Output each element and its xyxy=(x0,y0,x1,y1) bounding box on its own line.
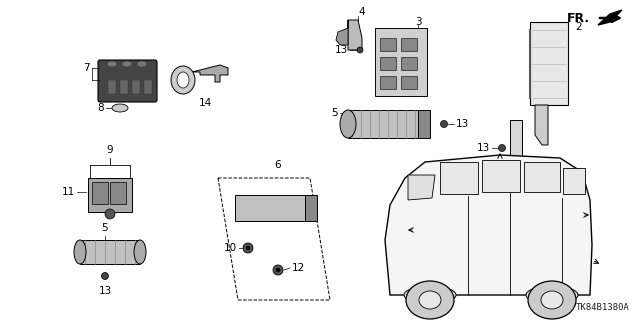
Bar xyxy=(440,162,478,194)
Text: FR.: FR. xyxy=(567,12,590,25)
Bar xyxy=(144,80,152,94)
Ellipse shape xyxy=(526,286,578,304)
Text: 14: 14 xyxy=(198,98,212,108)
Text: TK84B1380A: TK84B1380A xyxy=(576,303,630,312)
Bar xyxy=(235,195,307,221)
Text: 4: 4 xyxy=(358,7,365,17)
Ellipse shape xyxy=(137,61,147,67)
Ellipse shape xyxy=(74,240,86,264)
Bar xyxy=(401,57,417,70)
Bar xyxy=(380,57,396,70)
Text: 8: 8 xyxy=(97,103,104,113)
Text: 2: 2 xyxy=(575,22,582,32)
Ellipse shape xyxy=(171,66,195,94)
Circle shape xyxy=(440,121,447,127)
FancyBboxPatch shape xyxy=(98,60,157,102)
Text: 13: 13 xyxy=(456,119,469,129)
Ellipse shape xyxy=(404,286,456,304)
Text: 9: 9 xyxy=(107,145,113,155)
Ellipse shape xyxy=(528,281,576,319)
Text: 10: 10 xyxy=(224,243,237,253)
Circle shape xyxy=(499,145,506,151)
Polygon shape xyxy=(408,175,435,200)
Circle shape xyxy=(357,47,363,53)
Text: 13: 13 xyxy=(335,45,348,55)
Text: 12: 12 xyxy=(292,263,305,273)
Bar xyxy=(418,110,430,138)
Bar xyxy=(88,178,132,212)
Polygon shape xyxy=(535,105,548,145)
Bar xyxy=(132,80,140,94)
Bar xyxy=(524,162,560,192)
Text: 13: 13 xyxy=(477,143,490,153)
Bar xyxy=(380,38,396,51)
Polygon shape xyxy=(530,22,568,105)
Bar xyxy=(348,110,420,138)
Circle shape xyxy=(243,243,253,253)
Text: 1: 1 xyxy=(545,163,552,173)
Text: 7: 7 xyxy=(83,63,90,73)
Text: 5: 5 xyxy=(332,108,338,118)
Polygon shape xyxy=(336,20,348,45)
Polygon shape xyxy=(385,155,592,295)
Ellipse shape xyxy=(340,110,356,138)
Bar xyxy=(401,38,417,51)
Bar xyxy=(563,168,585,194)
Ellipse shape xyxy=(541,291,563,309)
Polygon shape xyxy=(510,120,535,170)
Polygon shape xyxy=(192,65,228,82)
Bar xyxy=(375,28,427,96)
Bar xyxy=(80,240,140,264)
Bar xyxy=(401,76,417,89)
Polygon shape xyxy=(598,10,622,25)
Circle shape xyxy=(273,265,283,275)
Text: 11: 11 xyxy=(61,187,75,197)
Ellipse shape xyxy=(107,61,117,67)
Ellipse shape xyxy=(122,61,132,67)
Polygon shape xyxy=(348,20,362,50)
Ellipse shape xyxy=(105,209,115,219)
Bar xyxy=(305,195,317,221)
Text: 6: 6 xyxy=(275,160,282,170)
Bar xyxy=(120,80,128,94)
Ellipse shape xyxy=(134,240,146,264)
Text: 5: 5 xyxy=(102,223,108,233)
Circle shape xyxy=(276,268,280,272)
Text: 3: 3 xyxy=(415,17,421,27)
Bar xyxy=(92,182,108,204)
Circle shape xyxy=(246,246,250,250)
Bar xyxy=(482,160,520,192)
Text: 13: 13 xyxy=(99,286,111,296)
Bar xyxy=(110,182,126,204)
Ellipse shape xyxy=(419,291,441,309)
Ellipse shape xyxy=(112,104,128,112)
Ellipse shape xyxy=(177,72,189,88)
Bar xyxy=(380,76,396,89)
Bar xyxy=(108,80,116,94)
Ellipse shape xyxy=(406,281,454,319)
Circle shape xyxy=(102,273,109,279)
